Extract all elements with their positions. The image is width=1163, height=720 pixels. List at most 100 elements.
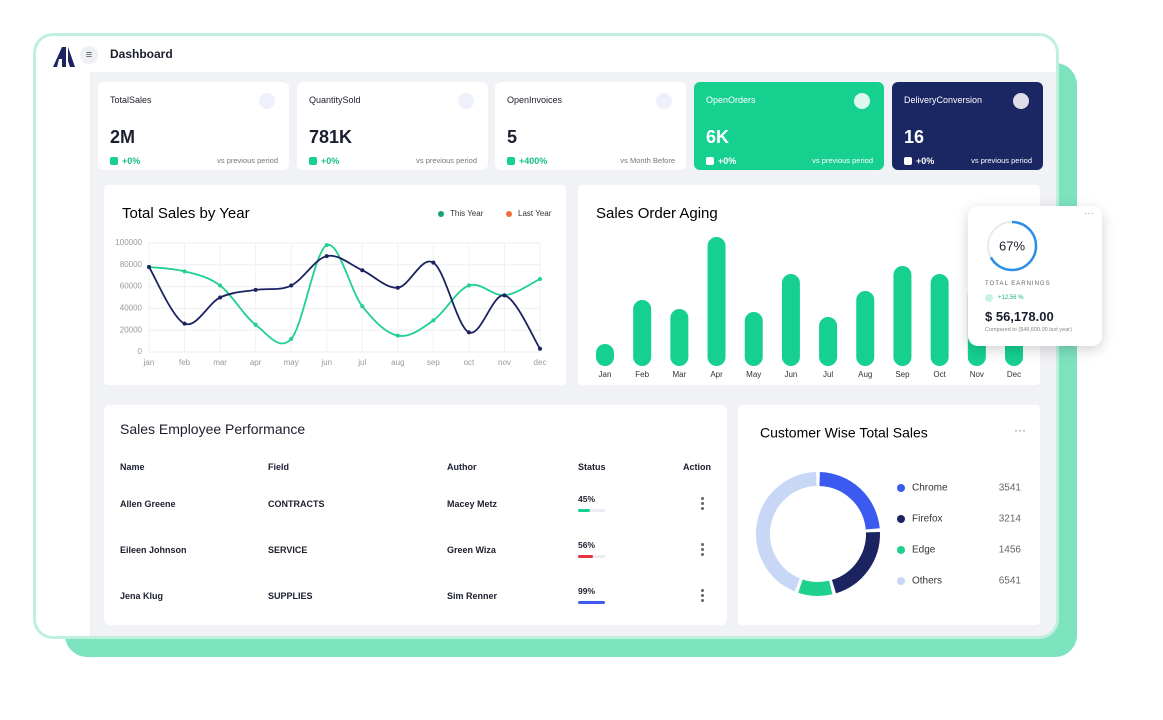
- legend-marker: [897, 515, 905, 523]
- progress-ring: 67%: [986, 220, 1038, 272]
- point: [253, 322, 258, 327]
- dot: [701, 497, 704, 500]
- point: [324, 254, 329, 259]
- bar: [596, 344, 614, 366]
- dot: [701, 589, 704, 592]
- dot: [701, 553, 704, 556]
- legend-label: Last Year: [518, 209, 552, 218]
- x-tick-label: Feb: [635, 370, 649, 379]
- bar: [930, 274, 949, 366]
- x-tick-label: Jul: [823, 370, 833, 379]
- line-chart: Total Sales by Year 0 20000 40000 60000 80000…: [104, 185, 566, 385]
- donut-segment: [798, 579, 833, 596]
- logo: [53, 47, 75, 67]
- x-tick-label: jan: [143, 358, 155, 367]
- legend-label: Firefox: [912, 514, 943, 525]
- status-bar: [578, 601, 605, 604]
- kpi-note: vs Month Before: [620, 156, 675, 165]
- status-track: [578, 509, 605, 512]
- donut-segment: [819, 472, 880, 530]
- legend-marker: [506, 211, 512, 217]
- dot: [701, 507, 704, 510]
- bar: [893, 266, 912, 366]
- legend-label: This Year: [450, 209, 484, 218]
- series-line: [148, 254, 541, 350]
- kpi-icon: [458, 93, 474, 109]
- kpi-change: +0%: [321, 156, 340, 166]
- card-bg: [578, 185, 1040, 385]
- x-tick-label: Mar: [672, 370, 686, 379]
- kpi-change: +0%: [122, 156, 141, 166]
- bar: [744, 312, 763, 366]
- sidebar: [36, 72, 91, 636]
- action-menu[interactable]: [700, 543, 704, 557]
- kpi-badge: [706, 157, 714, 165]
- progress-label: 67%: [999, 238, 1025, 253]
- donut-segment: [831, 531, 880, 594]
- x-tick-label: may: [284, 358, 299, 367]
- column-header: Action: [683, 462, 711, 472]
- legend-marker: [897, 546, 905, 554]
- legend-marker: [438, 211, 444, 217]
- point: [147, 264, 151, 269]
- kpi-card: OpenInvoices 5 +400% vs Month Before: [495, 82, 686, 170]
- kpi-label: TotalSales: [110, 95, 152, 105]
- point: [466, 283, 471, 288]
- card-bg: [738, 405, 1040, 625]
- point: [431, 260, 436, 265]
- kpi-note: vs previous period: [812, 156, 873, 165]
- cell-name: Allen Greene: [120, 499, 176, 509]
- kpi-label: QuantitySold: [309, 95, 361, 105]
- card-bg: [104, 185, 566, 385]
- column-header: Field: [268, 462, 290, 472]
- action-menu[interactable]: [700, 497, 704, 511]
- action-menu[interactable]: [700, 589, 704, 603]
- point: [182, 321, 187, 326]
- bar: [856, 291, 875, 366]
- kpi-label: OpenOrders: [706, 95, 756, 105]
- y-tick-label: 0: [138, 347, 143, 356]
- cell-field: SERVICE: [268, 545, 308, 555]
- kpi-badge: [507, 157, 515, 165]
- column-header: Author: [447, 462, 477, 472]
- more-icon[interactable]: ···: [1014, 423, 1026, 437]
- x-tick-label: Apr: [710, 370, 723, 379]
- legend-value: 3541: [999, 483, 1022, 494]
- menu-button[interactable]: ≡: [80, 46, 98, 64]
- point: [289, 336, 294, 341]
- bar-chart: Sales Order Aging Jan Feb Mar Apr May Jun Jul Au…: [578, 185, 1040, 385]
- bar: [707, 237, 726, 366]
- point: [538, 346, 542, 351]
- dot: [701, 594, 704, 597]
- dot: [701, 599, 704, 602]
- y-tick-label: 40000: [120, 304, 143, 313]
- x-tick-label: feb: [179, 358, 191, 367]
- status-bar: [578, 509, 591, 512]
- bar: [633, 300, 652, 366]
- kpi-change: +0%: [916, 156, 935, 166]
- point: [253, 287, 258, 292]
- cell-author: Macey Metz: [447, 499, 498, 509]
- column-header: Name: [120, 462, 145, 472]
- kpi-badge: [309, 157, 317, 165]
- kpi-note: vs previous period: [416, 156, 477, 165]
- earnings-title: TOTAL EARNINGS: [985, 281, 1051, 287]
- earnings-change: +12,56 %: [998, 295, 1024, 301]
- point: [218, 295, 223, 300]
- change-icon: [985, 294, 993, 302]
- x-tick-label: oct: [464, 358, 475, 367]
- more-icon[interactable]: ···: [1084, 208, 1094, 219]
- y-tick-label: 100000: [115, 238, 142, 247]
- dot: [701, 543, 704, 546]
- earnings-card: ··· 67% TOTAL EARNINGS +12,56 % $ 56,178…: [968, 206, 1102, 346]
- point: [218, 283, 223, 288]
- kpi-card: TotalSales 2M +0% vs previous period: [98, 82, 289, 170]
- x-tick-label: Nov: [970, 370, 984, 379]
- x-tick-label: jun: [320, 358, 332, 367]
- page-title: Dashboard: [110, 47, 173, 61]
- table-title: Sales Employee Performance: [120, 421, 306, 437]
- legend-label: Others: [912, 576, 942, 587]
- kpi-note: vs previous period: [217, 156, 278, 165]
- kpi-value: 5: [507, 127, 518, 147]
